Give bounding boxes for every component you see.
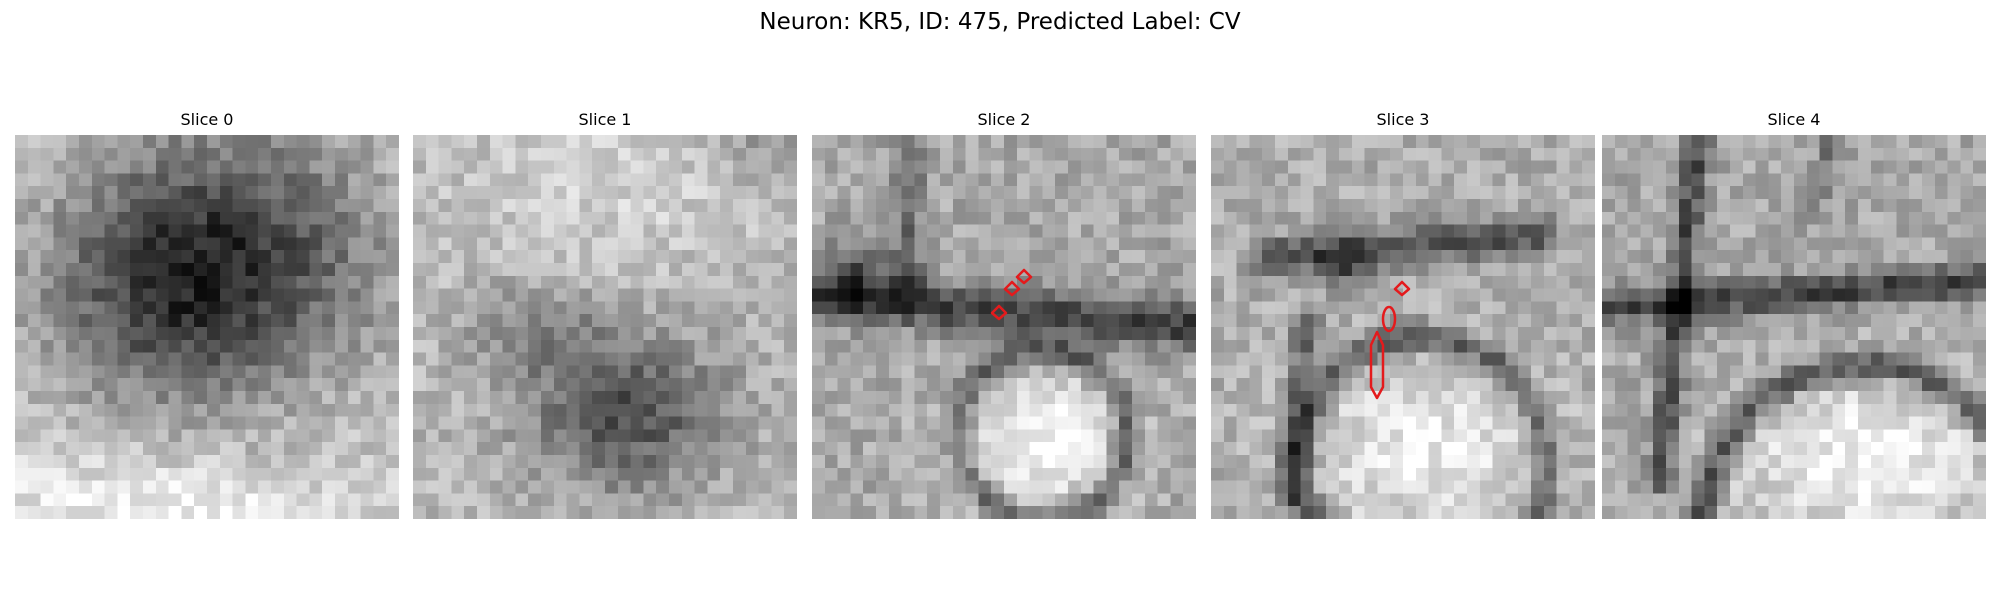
pixel-grid [413,135,797,519]
figure-title: Neuron: KR5, ID: 475, Predicted Label: C… [759,9,1241,35]
pixel-grid [1602,135,1986,519]
slice-title-4: Slice 4 [1767,110,1821,129]
slice-title-1: Slice 1 [578,110,632,129]
slice-image-2 [812,135,1196,519]
slice-title-0: Slice 0 [180,110,234,129]
contour-diamond [1015,268,1033,285]
contour-elongated-hexagon [1369,330,1385,400]
slice-panel-1: Slice 1 [413,108,797,519]
contour-overlay [990,268,1033,321]
contour-diamond [990,304,1008,321]
slice-panel-2: Slice 2 [812,108,1196,519]
slice-image-1 [413,135,797,519]
pixel-grid [1211,135,1595,519]
slice-image-4 [1602,135,1986,519]
slice-title-3: Slice 3 [1376,110,1430,129]
slice-title-2: Slice 2 [977,110,1031,129]
slice-panel-3: Slice 3 [1211,108,1595,519]
pixel-grid [812,135,1196,519]
pixel-grid [15,135,399,519]
slice-image-0 [15,135,399,519]
contour-diamond [1393,280,1411,297]
slice-image-3 [1211,135,1595,519]
contour-overlay [1369,280,1411,400]
slice-panel-4: Slice 4 [1602,108,1986,519]
contour-ellipse [1381,305,1397,333]
contour-diamond [1003,280,1021,297]
slice-panel-0: Slice 0 [15,108,399,519]
